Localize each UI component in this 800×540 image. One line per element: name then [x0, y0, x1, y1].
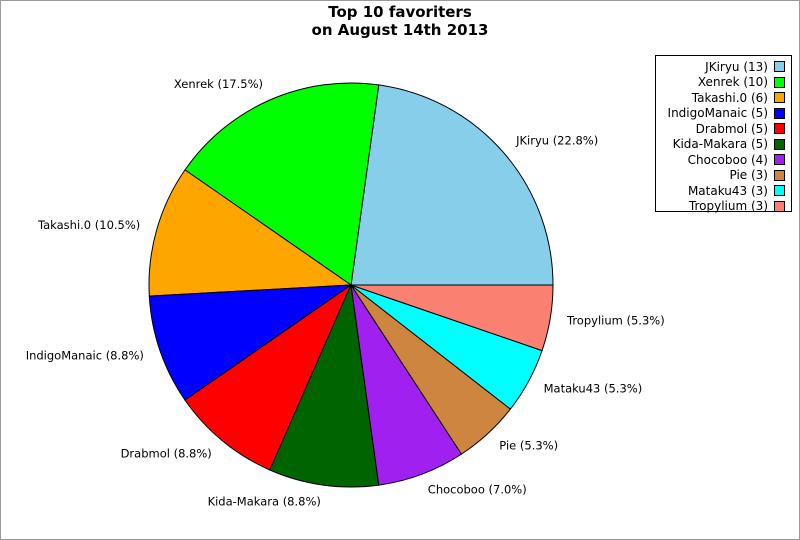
- pie-slice-indigomanaic: [148, 284, 353, 401]
- chart-title: Top 10 favoriters on August 14th 2013: [0, 3, 800, 39]
- legend-label: Takashi.0 (6): [691, 90, 768, 105]
- pie-slice-xenrek: [184, 82, 380, 286]
- pie-slice-tropylium: [350, 284, 554, 352]
- legend-label: Drabmol (5): [695, 121, 768, 136]
- pie-labels: JKiryu (22.8%) Xenrek (17.5%) Takashi.0 (1…: [26, 77, 665, 508]
- pie-slice-jkiryu: [350, 84, 554, 286]
- legend-swatch: [774, 92, 785, 104]
- pie-slices: [148, 82, 554, 488]
- legend-item: Kida-Makara (5): [656, 137, 791, 153]
- slice-label: Kida-Makara (8.8%): [208, 494, 321, 508]
- legend-label: Xenrek (10): [697, 75, 768, 90]
- legend-label: Chocoboo (4): [687, 152, 768, 167]
- pie-slice-takashi-0: [148, 169, 353, 297]
- legend-label: IndigoManaic (5): [667, 106, 768, 121]
- legend-swatch: [774, 154, 785, 166]
- slice-label: Pie (5.3%): [499, 439, 558, 453]
- legend-item: JKiryu (13): [656, 59, 791, 75]
- legend-label: Pie (3): [729, 168, 768, 183]
- legend-swatch: [774, 107, 785, 119]
- slice-label: Xenrek (17.5%): [174, 77, 263, 91]
- legend-item: IndigoManaic (5): [656, 106, 791, 122]
- slice-label: Drabmol (8.8%): [121, 447, 212, 461]
- legend-item: Chocoboo (4): [656, 152, 791, 168]
- legend-item: Pie (3): [656, 168, 791, 184]
- legend-swatch: [774, 76, 785, 88]
- chart-title-line-2: on August 14th 2013: [311, 21, 489, 39]
- legend-label: Tropylium (3): [688, 199, 768, 214]
- slice-label: IndigoManaic (8.8%): [26, 349, 144, 363]
- legend-swatch: [774, 123, 785, 135]
- legend-swatch: [774, 61, 785, 73]
- chart-legend: JKiryu (13) Xenrek (10) Takashi.0 (6) Indig…: [655, 55, 792, 215]
- chart-title-line-1: Top 10 favoriters: [328, 3, 472, 21]
- slice-label: Chocoboo (7.0%): [428, 483, 527, 497]
- legend-item: Xenrek (10): [656, 75, 791, 91]
- slice-label: Takashi.0 (10.5%): [37, 218, 140, 232]
- legend-swatch: [774, 169, 785, 181]
- legend-item: Mataku43 (3): [656, 183, 791, 199]
- legend-swatch: [774, 138, 785, 150]
- legend-label: Mataku43 (3): [687, 183, 768, 198]
- legend-item: Takashi.0 (6): [656, 90, 791, 106]
- legend-label: JKiryu (13): [705, 59, 768, 74]
- slice-label: Tropylium (5.3%): [566, 314, 665, 328]
- pie-slice-drabmol: [184, 283, 353, 471]
- legend-item: Drabmol (5): [656, 121, 791, 137]
- legend-item: Tropylium (3): [656, 199, 791, 215]
- legend-swatch: [774, 200, 785, 212]
- slice-label: JKiryu (22.8%): [515, 134, 598, 148]
- legend-label: Kida-Makara (5): [672, 137, 768, 152]
- legend-swatch: [774, 185, 785, 197]
- pie-slice-kida-makara: [269, 283, 380, 488]
- slice-label: Mataku43 (5.3%): [544, 382, 643, 396]
